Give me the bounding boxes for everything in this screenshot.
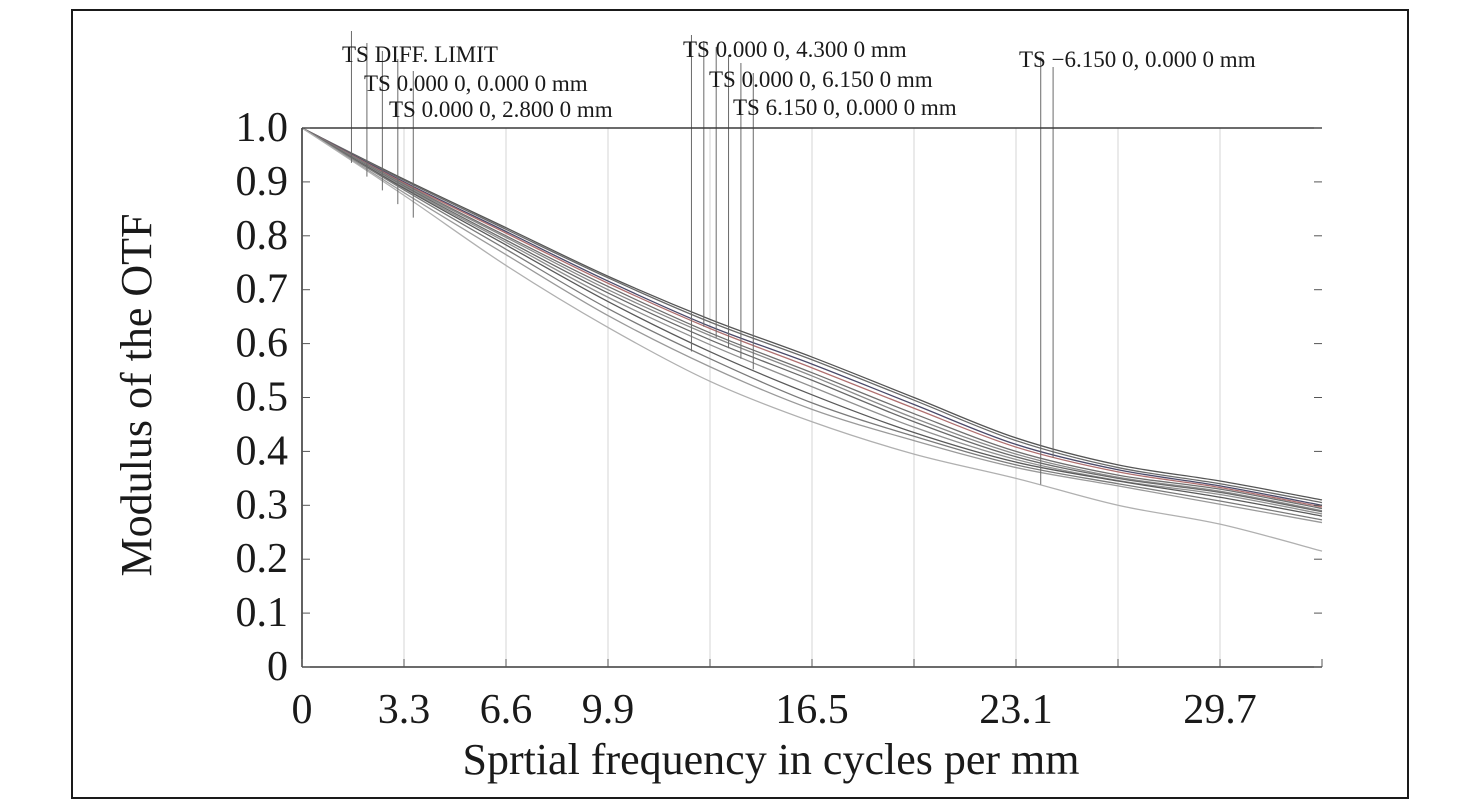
tick-marks	[301, 127, 1323, 668]
series-line-7	[301, 127, 1323, 515]
y-tick-label: 1.0	[236, 105, 289, 151]
annotation-label: TS 0.000 0, 2.800 0 mm	[389, 97, 613, 122]
annotation-label: TS 0.000 0, 4.300 0 mm	[683, 37, 907, 62]
annotation-label: TS DIFF. LIMIT	[342, 42, 498, 67]
series-line-9	[301, 127, 1323, 521]
series-line-8	[301, 127, 1323, 517]
series-line-5	[301, 127, 1323, 512]
x-tick-label: 6.6	[480, 687, 533, 733]
series-line-1	[301, 127, 1323, 504]
leader-lines	[350, 31, 1054, 485]
x-tick-label: 3.3	[378, 687, 431, 733]
annotation-label: TS 6.150 0, 0.000 0 mm	[733, 95, 957, 120]
x-tick-label: 29.7	[1183, 687, 1257, 733]
annotation-label: TS 0.000 0, 0.000 0 mm	[364, 71, 588, 96]
y-tick-label: 0.4	[236, 428, 289, 474]
y-tick-label: 0	[267, 644, 288, 690]
annotation-label: TS −6.150 0, 0.000 0 mm	[1019, 47, 1256, 72]
x-tick-label: 9.9	[582, 687, 635, 733]
x-tick-label: 23.1	[979, 687, 1053, 733]
y-tick-label: 0.1	[236, 590, 289, 636]
grid-lines	[403, 128, 1221, 667]
series-line-11	[301, 127, 1323, 552]
x-tick-label: 16.5	[775, 687, 849, 733]
annotation-label: TS 0.000 0, 6.150 0 mm	[709, 67, 933, 92]
series-line-10	[301, 127, 1323, 524]
y-tick-label: 0.2	[236, 536, 289, 582]
series-group	[301, 127, 1323, 552]
series-line-0	[301, 127, 1323, 501]
series-line-4	[301, 127, 1323, 510]
y-tick-labels: 0 0.1 0.2 0.3 0.4 0.5 0.6 0.7 0.8 0.9 1.0	[236, 105, 289, 690]
y-axis-label: Modulus of the OTF	[112, 214, 161, 577]
x-tick-label: 0	[292, 687, 313, 733]
y-tick-label: 0.6	[236, 321, 289, 367]
series-line-2	[301, 127, 1323, 506]
x-axis-label: Sprtial frequency in cycles per mm	[462, 735, 1079, 784]
series-line-6	[301, 127, 1323, 513]
y-tick-label: 0.5	[236, 375, 289, 421]
y-tick-label: 0.9	[236, 159, 289, 205]
y-tick-label: 0.3	[236, 482, 289, 528]
chart-frame: 0 3.3 6.6 9.9 16.5 23.1 29.7 0 0.1 0.2 0.3 0.4 0.5 0…	[71, 9, 1409, 799]
x-tick-labels: 0 3.3 6.6 9.9 16.5 23.1 29.7	[292, 687, 1257, 733]
otf-chart: 0 3.3 6.6 9.9 16.5 23.1 29.7 00.10.20.30.40.50…	[112, 31, 1323, 784]
y-tick-label: 0.8	[236, 213, 289, 259]
y-tick-label: 0.7	[236, 267, 289, 313]
series-line-3	[301, 127, 1323, 508]
